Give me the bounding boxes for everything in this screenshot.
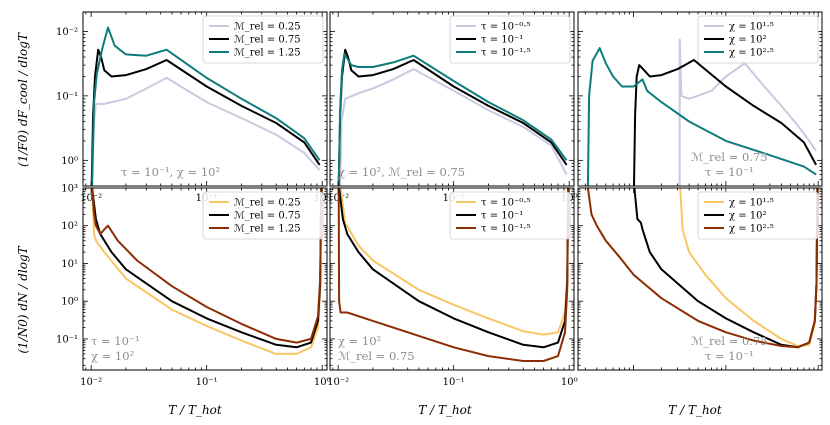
legend-entry: χ = 10² [729, 211, 767, 222]
legend: τ = 10⁻⁰·⁵ τ = 10⁻¹ τ = 10⁻¹·⁵ [449, 191, 571, 240]
parameter-annotation: ℳ_rel = 0.75 [691, 334, 768, 348]
x-tick-label: 10⁻² [80, 377, 102, 388]
legend-entry: τ = 10⁻¹·⁵ [481, 224, 530, 235]
legend-entry: ℳ_rel = 0.75 [234, 35, 301, 46]
series-line-2 [337, 188, 570, 362]
x-axis-label-left: T / T_hot [168, 403, 222, 417]
panel-bottom-right: χ = 10¹·⁵ χ = 10² χ = 10²·⁵ ℳ_rel = 0.75τ =… [577, 187, 823, 371]
x-axis-label-right: T / T_hot [668, 403, 722, 417]
y-tick-label: 10² [61, 221, 78, 232]
panel-top-right: χ = 10¹·⁵ χ = 10² χ = 10²·⁵ ℳ_rel = 0.75τ =… [577, 11, 823, 187]
legend-box [202, 15, 324, 64]
legend-box [449, 15, 571, 64]
y-tick-label: 10⁰ [61, 156, 78, 167]
series-line-0 [678, 38, 817, 186]
legend-entry: τ = 10⁻¹·⁵ [481, 48, 530, 59]
legend-entry: τ = 10⁻¹ [481, 211, 523, 222]
legend: ℳ_rel = 0.25 ℳ_rel = 0.75 ℳ_rel = 1.25 [202, 15, 324, 64]
series-line-1 [338, 188, 570, 349]
legend-entry: ℳ_rel = 0.25 [234, 198, 301, 209]
axes-frame [577, 187, 823, 371]
series-line-2 [586, 188, 819, 349]
series-line-0 [91, 188, 323, 355]
legend-box [449, 191, 571, 240]
panel-bottom-middle: 10⁻² 10⁻¹ 10⁰ τ = 10⁻⁰·⁵ τ = 10⁻¹ τ = 10⁻¹·⁵ χ… [327, 187, 578, 388]
parameter-annotation: ℳ_rel = 0.75 [691, 150, 768, 164]
series-line-2 [91, 26, 321, 186]
axes-frame [82, 11, 328, 187]
axes-frame [329, 11, 575, 187]
legend-entry: τ = 10⁻¹ [481, 35, 523, 46]
series-line-1 [90, 48, 321, 186]
legend-entry: ℳ_rel = 1.25 [234, 48, 301, 59]
legend: τ = 10⁻⁰·⁵ τ = 10⁻¹ τ = 10⁻¹·⁵ [449, 15, 571, 64]
series-group [337, 188, 570, 362]
y-tick-label: 10⁰ [61, 297, 78, 308]
legend: χ = 10¹·⁵ χ = 10² χ = 10²·⁵ [697, 15, 819, 64]
series-line-1 [91, 188, 323, 349]
legend-entry: χ = 10²·⁵ [729, 48, 774, 59]
series-group [586, 38, 817, 186]
parameter-annotation: χ = 10², ℳ_rel = 0.75 [338, 165, 465, 179]
series-group [90, 26, 321, 186]
series-line-2 [91, 188, 323, 344]
parameter-annotation: τ = 10⁻¹ [705, 165, 754, 179]
axes-frame [329, 187, 575, 371]
parameter-annotation: τ = 10⁻¹ [91, 334, 140, 348]
legend-entry: χ = 10² [729, 35, 767, 46]
x-tick-label: 10⁰ [561, 377, 578, 388]
x-tick-label: 10⁻¹ [196, 377, 218, 388]
series-line-1 [633, 59, 817, 186]
legend-entry: τ = 10⁻⁰·⁵ [481, 22, 530, 33]
legend-entry: ℳ_rel = 1.25 [234, 224, 301, 235]
parameter-annotation: τ = 10⁻¹ [705, 349, 754, 363]
x-tick-label: 10⁰ [314, 377, 331, 388]
series-line-0 [91, 76, 321, 175]
legend-entry: χ = 10¹·⁵ [729, 198, 774, 209]
parameter-annotation: τ = 10⁻¹, χ = 10² [121, 165, 220, 179]
x-tick-label: 10⁻² [327, 377, 349, 388]
legend-entry: ℳ_rel = 0.25 [234, 22, 301, 33]
bottom-row-y-axis-label: (1/N0) dN / dlogT [16, 245, 30, 353]
y-tick-label: 10⁻¹ [56, 334, 78, 345]
legend: ℳ_rel = 0.25 ℳ_rel = 0.75 ℳ_rel = 1.25 [202, 191, 324, 240]
x-tick-label: 10⁻² [80, 193, 102, 204]
legend-entry: ℳ_rel = 0.75 [234, 211, 301, 222]
series-line-2 [337, 52, 568, 186]
x-tick-label: 10⁻¹ [443, 377, 465, 388]
series-line-2 [586, 47, 817, 186]
top-row-y-axis-label: (1/F0) dF_cool / dlogT [16, 32, 30, 167]
parameter-annotation: χ = 10² [338, 334, 381, 348]
axes-frame [577, 11, 823, 187]
series-line-0 [339, 68, 568, 186]
legend-entry: χ = 10²·⁵ [729, 224, 774, 235]
y-tick-label: 10³ [61, 184, 78, 195]
parameter-annotation: χ = 10² [91, 349, 134, 363]
x-axis-label-middle: T / T_hot [418, 403, 472, 417]
parameter-annotation: ℳ_rel = 0.75 [338, 349, 415, 363]
series-group [337, 48, 568, 186]
legend-box [697, 15, 819, 64]
y-tick-label: 10¹ [61, 259, 78, 270]
legend-box [202, 191, 324, 240]
legend-box [697, 191, 819, 240]
axes-frame [82, 187, 328, 371]
series-group [91, 188, 323, 355]
series-group [586, 188, 819, 349]
legend-entry: τ = 10⁻⁰·⁵ [481, 198, 530, 209]
legend-entry: χ = 10¹·⁵ [729, 22, 774, 33]
legend: χ = 10¹·⁵ χ = 10² χ = 10²·⁵ [697, 191, 819, 240]
y-tick-label: 10⁻² [56, 27, 78, 38]
y-tick-label: 10⁻¹ [56, 91, 78, 102]
